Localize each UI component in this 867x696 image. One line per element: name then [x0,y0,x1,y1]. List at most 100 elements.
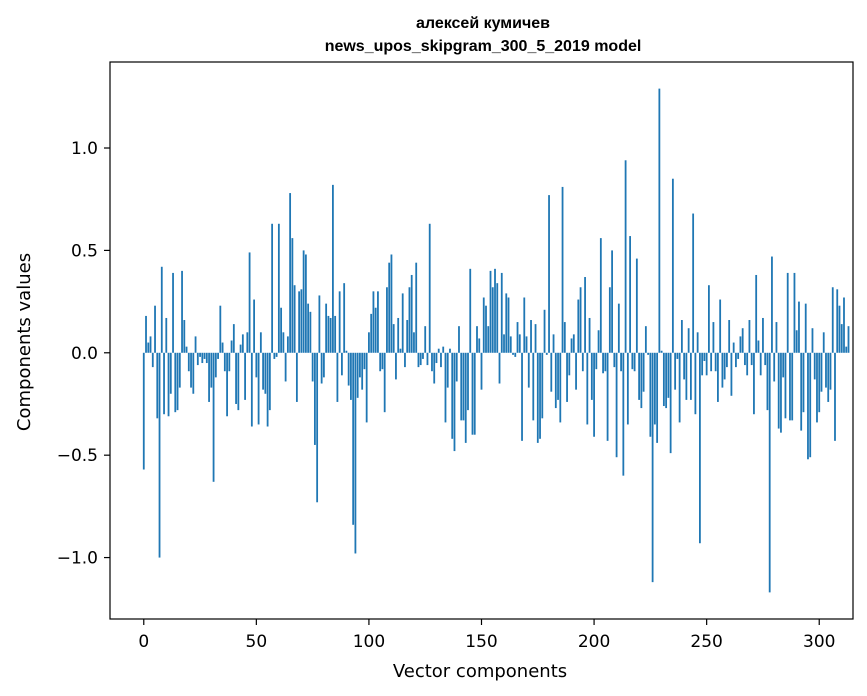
x-axis: 0 50 100 150 200 250 300 [138,619,835,652]
bar [588,317,591,353]
bar [363,352,366,370]
bar [496,283,499,353]
bar [458,326,460,353]
bar [460,352,463,421]
bar [822,332,825,353]
bar [149,336,152,353]
bar [415,262,418,353]
bar [428,223,431,353]
bar [473,352,476,435]
bar [780,352,782,433]
bar [208,352,210,402]
bar [446,352,449,388]
bar [811,328,814,353]
bar [644,326,647,353]
bar [764,352,767,366]
bar [235,352,237,404]
bar [169,352,172,394]
bar [262,352,264,390]
bar [689,352,692,400]
bar [374,307,377,353]
bar [626,352,629,425]
bar [181,270,183,353]
bar [237,352,240,411]
bar [530,320,532,353]
bar [595,352,598,370]
bar [424,326,427,353]
bar [167,352,170,417]
bar [212,352,215,482]
bar [552,334,555,353]
bar [620,352,622,372]
bar [178,352,181,388]
bar [151,352,154,368]
bar [568,352,571,376]
bar [505,293,508,353]
bar [145,315,147,353]
bar [807,352,809,460]
x-tick-label: 50 [246,632,268,652]
bar [685,352,688,400]
bar [255,352,258,378]
bar [217,352,219,359]
bar [750,352,753,366]
bar [172,272,174,353]
bar [341,352,343,376]
bar [199,352,201,357]
chart-title: алексей кумичев [416,15,550,32]
bar [183,320,186,353]
bar [660,350,663,353]
bar [163,352,165,415]
y-tick-label: 0.0 [71,344,98,364]
bar [723,352,726,380]
bar [174,352,177,413]
bar [476,326,478,353]
bar [381,352,384,370]
bar [586,352,589,425]
bar [714,352,717,372]
bar [343,283,346,353]
bar [836,289,839,353]
bar [442,346,445,353]
x-tick-label: 300 [803,632,835,652]
bar [557,352,559,400]
bar [467,352,469,411]
bar [579,287,582,353]
bar [509,336,512,353]
bar [514,352,517,357]
bar [615,352,618,458]
bar [843,297,845,353]
bar [721,352,724,388]
bar [651,352,654,583]
bar [304,254,307,353]
bar-series [142,88,850,593]
bar [532,352,535,421]
bar [831,287,834,353]
bar [703,352,706,361]
bar [464,352,467,443]
bar [712,322,715,353]
bar [268,352,271,411]
bar [309,311,312,353]
bar [228,352,231,372]
bar [840,324,843,353]
bar [422,352,424,359]
bar [559,352,562,423]
bar [478,338,481,353]
bar [244,352,246,400]
bar [744,352,746,366]
bar [408,287,411,353]
bar [239,344,242,353]
bar [827,352,830,402]
x-tick-label: 150 [465,632,497,652]
bar [210,352,213,388]
bar [566,352,568,402]
bar [307,303,310,353]
bar [829,352,832,390]
bar [444,352,447,423]
bar [485,305,487,353]
bar [762,317,764,353]
bar [194,336,197,353]
